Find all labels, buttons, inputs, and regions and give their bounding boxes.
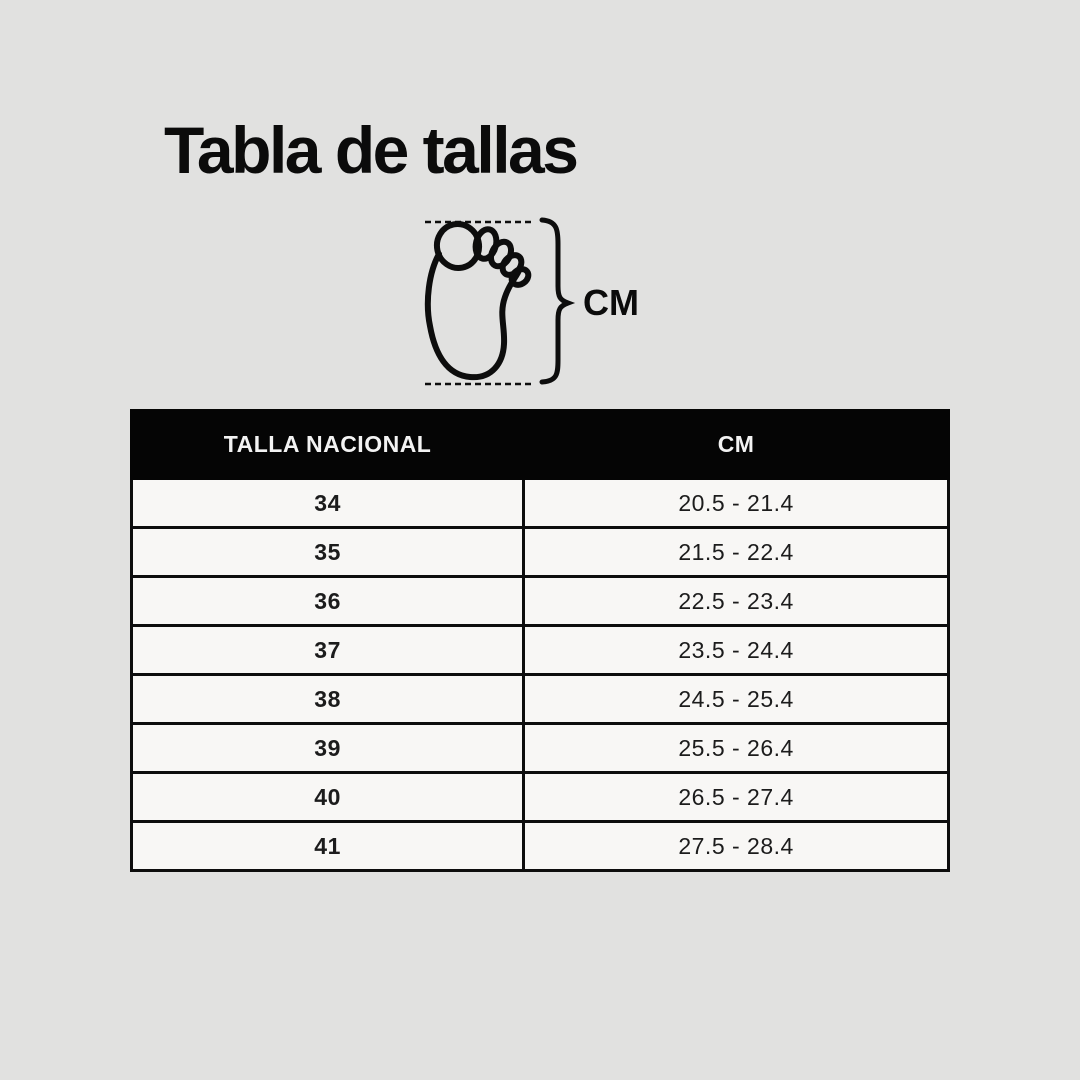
size-cell: 39 [129, 722, 526, 774]
cm-cell: 25.5 - 26.4 [522, 722, 950, 774]
cm-cell: 20.5 - 21.4 [522, 477, 950, 529]
size-cell: 40 [129, 771, 526, 823]
cm-cell: 27.5 - 28.4 [522, 820, 950, 872]
table-header-cm: CM [522, 409, 950, 480]
table-row: 39 25.5 - 26.4 [129, 722, 950, 774]
cm-cell: 21.5 - 22.4 [522, 526, 950, 578]
table-header-size: TALLA NACIONAL [129, 409, 526, 480]
size-cell: 34 [129, 477, 526, 529]
table-row: 38 24.5 - 25.4 [129, 673, 950, 725]
table-row: 40 26.5 - 27.4 [129, 771, 950, 823]
curly-brace-icon [539, 217, 576, 385]
cm-cell: 22.5 - 23.4 [522, 575, 950, 627]
size-cell: 37 [129, 624, 526, 676]
table-header-row: TALLA NACIONAL CM [129, 409, 950, 480]
foot-measurement-figure: CM [424, 217, 639, 386]
cm-cell: 24.5 - 25.4 [522, 673, 950, 725]
table-row: 35 21.5 - 22.4 [129, 526, 950, 578]
table-row: 37 23.5 - 24.4 [129, 624, 950, 676]
foot-sole-icon [424, 221, 532, 381]
table-row: 41 27.5 - 28.4 [129, 820, 950, 872]
size-cell: 38 [129, 673, 526, 725]
page-title: Tabla de tallas [164, 113, 579, 187]
cm-cell: 23.5 - 24.4 [522, 624, 950, 676]
size-table: TALLA NACIONAL CM 34 20.5 - 21.4 35 21.5… [129, 409, 950, 872]
size-cell: 36 [129, 575, 526, 627]
cm-label: CM [583, 282, 639, 323]
size-cell: 35 [129, 526, 526, 578]
table-row: 34 20.5 - 21.4 [129, 477, 950, 529]
table-row: 36 22.5 - 23.4 [129, 575, 950, 627]
size-cell: 41 [129, 820, 526, 872]
cm-cell: 26.5 - 27.4 [522, 771, 950, 823]
